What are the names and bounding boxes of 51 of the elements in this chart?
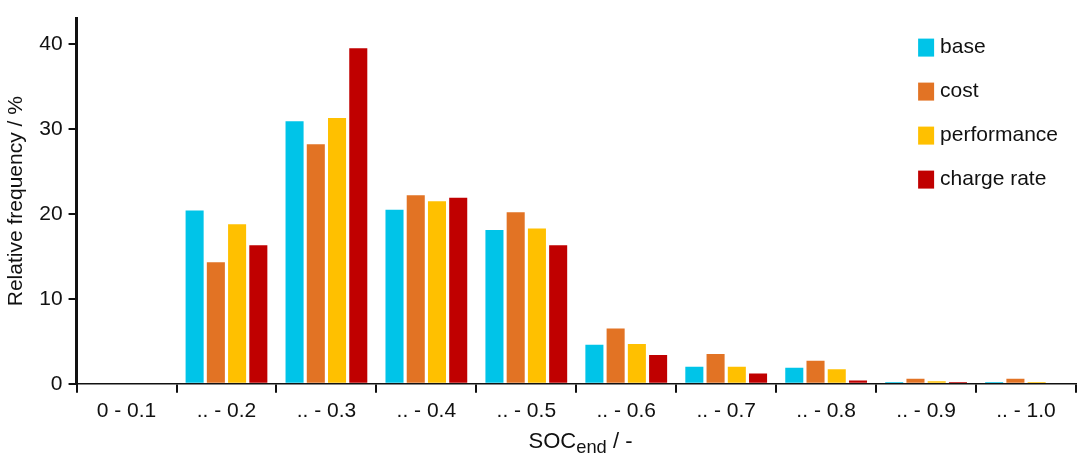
bar — [228, 224, 247, 383]
y-tick-label: 40 — [39, 30, 63, 54]
x-tick-label: .. - 0.4 — [396, 398, 457, 422]
y-tick-label: 0 — [50, 370, 63, 394]
bar — [249, 245, 268, 383]
x-tick-label: .. - 0.5 — [496, 398, 557, 422]
bar — [1006, 378, 1025, 383]
bar — [349, 48, 368, 383]
bar — [606, 328, 625, 383]
x-tick-label: .. - 0.2 — [196, 398, 257, 422]
bar — [385, 209, 404, 383]
x-tick-label: .. - 1.0 — [996, 398, 1056, 422]
bar — [785, 367, 804, 383]
y-axis-title: Relative frequency / % — [3, 96, 27, 307]
legend-label: performance — [940, 122, 1058, 146]
bar — [449, 197, 468, 383]
bar — [306, 144, 325, 383]
x-tick-label: .. - 0.8 — [796, 398, 856, 422]
bar — [285, 121, 304, 383]
bar — [906, 378, 925, 383]
bar — [627, 343, 646, 383]
x-tick-label: .. - 0.3 — [296, 398, 357, 422]
bar — [685, 366, 704, 383]
bar — [706, 354, 725, 383]
bar — [427, 201, 447, 383]
legend-label: base — [940, 34, 986, 58]
y-tick-label: 30 — [39, 115, 63, 139]
bar — [827, 369, 846, 383]
bar — [406, 195, 425, 383]
bar — [328, 117, 347, 383]
bar — [806, 360, 825, 383]
bar — [206, 262, 225, 383]
legend-label: charge rate — [940, 166, 1047, 190]
bar — [549, 245, 568, 383]
bar — [527, 228, 546, 383]
bar — [485, 230, 504, 383]
bar — [585, 344, 604, 383]
x-tick-label: 0 - 0.1 — [96, 398, 157, 422]
bar — [749, 373, 768, 383]
bar — [506, 212, 525, 383]
x-tick-label: .. - 0.9 — [896, 398, 956, 422]
x-axis-title: SOC$_{end}$ / - — [527, 428, 634, 459]
y-tick-label: 20 — [39, 200, 63, 224]
bar — [848, 380, 868, 383]
bar — [649, 354, 668, 383]
bar — [727, 366, 746, 383]
x-tick-label: .. - 0.7 — [696, 398, 756, 422]
y-tick-label: 10 — [39, 285, 63, 309]
x-tick-label: .. - 0.6 — [596, 398, 657, 422]
legend-label: cost — [940, 78, 979, 102]
bar — [185, 210, 204, 383]
